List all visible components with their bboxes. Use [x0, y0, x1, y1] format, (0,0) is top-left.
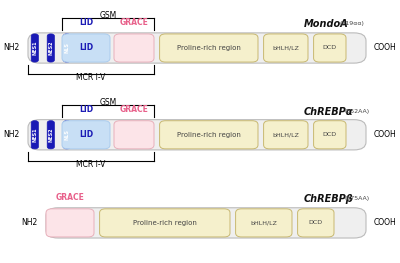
Text: Proline-rich region: Proline-rich region: [177, 45, 241, 51]
FancyBboxPatch shape: [264, 121, 308, 149]
Text: NH2: NH2: [4, 43, 20, 53]
Text: GSM: GSM: [99, 98, 117, 107]
FancyBboxPatch shape: [298, 209, 334, 237]
FancyBboxPatch shape: [28, 120, 366, 150]
Text: NLS: NLS: [64, 43, 69, 53]
FancyBboxPatch shape: [63, 121, 70, 149]
Text: NES1: NES1: [32, 128, 37, 142]
FancyBboxPatch shape: [46, 208, 366, 238]
Text: NES2: NES2: [48, 128, 53, 142]
Text: (675AA): (675AA): [344, 196, 370, 201]
Text: DCD: DCD: [323, 132, 337, 137]
FancyBboxPatch shape: [31, 34, 38, 62]
FancyBboxPatch shape: [264, 34, 308, 62]
Text: LID: LID: [79, 130, 93, 139]
Text: NES2: NES2: [48, 41, 53, 55]
Text: NES1: NES1: [32, 41, 37, 55]
Text: LID: LID: [79, 18, 93, 27]
FancyBboxPatch shape: [100, 209, 230, 237]
Text: bHLH/LZ: bHLH/LZ: [272, 45, 299, 50]
Text: bHLH/LZ: bHLH/LZ: [250, 220, 277, 225]
FancyBboxPatch shape: [160, 34, 258, 62]
Text: LID: LID: [79, 43, 93, 53]
FancyBboxPatch shape: [47, 121, 54, 149]
FancyBboxPatch shape: [47, 34, 54, 62]
FancyBboxPatch shape: [314, 121, 346, 149]
Text: (852AA): (852AA): [344, 109, 370, 114]
Text: Proline-rich region: Proline-rich region: [133, 220, 197, 226]
Text: bHLH/LZ: bHLH/LZ: [272, 132, 299, 137]
FancyBboxPatch shape: [46, 209, 94, 237]
Text: NH2: NH2: [22, 218, 38, 227]
Text: ChREBPβ: ChREBPβ: [304, 194, 354, 204]
Text: GRACE: GRACE: [56, 193, 84, 202]
FancyBboxPatch shape: [160, 121, 258, 149]
Text: GRACE: GRACE: [120, 105, 148, 114]
FancyBboxPatch shape: [62, 34, 110, 62]
Text: Proline-rich region: Proline-rich region: [177, 132, 241, 138]
FancyBboxPatch shape: [114, 34, 154, 62]
Text: NH2: NH2: [4, 130, 20, 139]
FancyBboxPatch shape: [114, 121, 154, 149]
Text: GRACE: GRACE: [120, 18, 148, 27]
Text: NLS: NLS: [64, 129, 69, 140]
FancyBboxPatch shape: [31, 121, 38, 149]
Text: (919αα): (919αα): [339, 21, 364, 26]
Text: COOH: COOH: [374, 218, 397, 227]
Text: LID: LID: [79, 105, 93, 114]
Text: MCR I-V: MCR I-V: [76, 73, 106, 82]
Text: MondoA: MondoA: [304, 19, 349, 29]
Text: COOH: COOH: [374, 43, 397, 53]
Text: ChREBPα: ChREBPα: [304, 107, 354, 117]
Text: GSM: GSM: [99, 11, 117, 20]
Text: MCR I-V: MCR I-V: [76, 160, 106, 169]
FancyBboxPatch shape: [314, 34, 346, 62]
Text: DCD: DCD: [323, 45, 337, 50]
FancyBboxPatch shape: [236, 209, 292, 237]
FancyBboxPatch shape: [63, 34, 70, 62]
FancyBboxPatch shape: [28, 33, 366, 63]
FancyBboxPatch shape: [62, 121, 110, 149]
Text: COOH: COOH: [374, 130, 397, 139]
Text: DCD: DCD: [309, 220, 323, 225]
